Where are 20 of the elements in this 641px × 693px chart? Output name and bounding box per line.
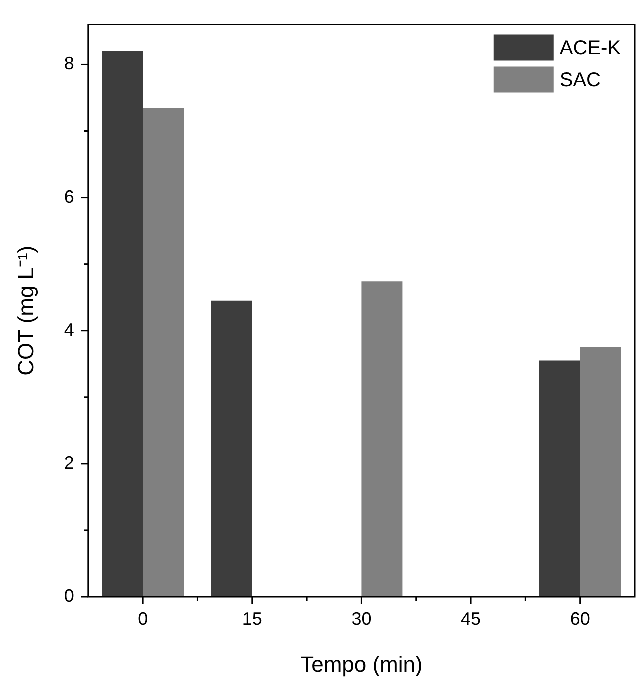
x-tick-label: 30 <box>352 608 372 629</box>
y-tick-label: 2 <box>64 452 74 473</box>
bar <box>580 347 622 597</box>
x-axis-title: Tempo (min) <box>300 652 423 677</box>
bar <box>539 360 580 597</box>
legend-label: SAC <box>560 69 601 92</box>
x-tick-label: 45 <box>461 608 482 629</box>
y-tick-label: 6 <box>64 186 74 207</box>
y-tick-label: 0 <box>64 586 74 606</box>
x-tick-label: 15 <box>242 608 262 629</box>
bar <box>362 282 403 597</box>
y-tick-label: 8 <box>64 54 74 74</box>
x-tick-label: 0 <box>138 608 148 629</box>
bar <box>102 51 144 597</box>
legend-label: ACE-K <box>560 37 622 60</box>
bar <box>143 108 184 597</box>
y-tick-label: 4 <box>64 320 74 340</box>
y-axis-title: COT (mg L⁻¹) <box>13 246 38 376</box>
bar <box>211 300 252 597</box>
x-tick-label: 60 <box>570 608 590 629</box>
